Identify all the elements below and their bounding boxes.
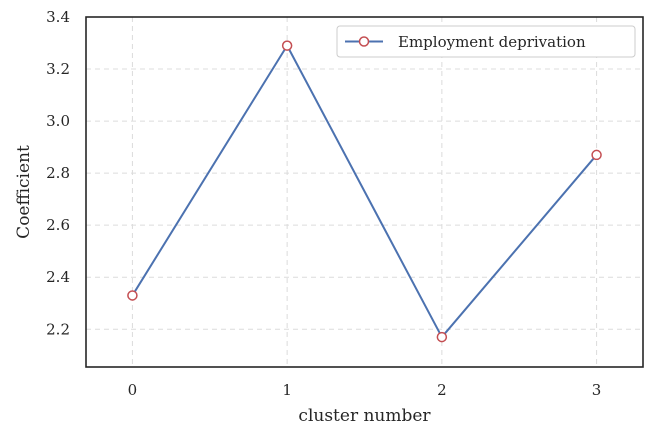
legend-entry-employment-deprivation: Employment deprivation xyxy=(398,33,586,51)
legend-marker-swatch xyxy=(358,36,370,47)
x-tick-label: 1 xyxy=(282,381,292,399)
y-tick-label: 2.8 xyxy=(46,164,70,182)
data-point xyxy=(281,40,293,51)
data-point xyxy=(591,149,602,161)
y-axis-label: Coefficient xyxy=(14,145,34,239)
vertical-gridlines xyxy=(131,17,598,367)
x-tick-label: 0 xyxy=(128,381,138,399)
y-tick-label: 3.0 xyxy=(46,112,70,130)
data-point xyxy=(436,331,448,343)
data-point xyxy=(127,290,138,301)
legend: Employment deprivation xyxy=(336,25,636,58)
legend-box xyxy=(336,25,636,58)
y-tick-labels: 2.2 2.4 2.6 2.8 3.0 3.2 3.4 xyxy=(46,8,70,338)
y-tick-label: 3.2 xyxy=(46,60,70,78)
plot-frame xyxy=(85,16,644,368)
x-axis-label: cluster number xyxy=(298,406,431,426)
y-tick-label: 2.4 xyxy=(46,268,70,286)
series-layer xyxy=(127,40,602,343)
x-tick-labels: 0 1 2 3 xyxy=(128,381,602,399)
x-tick-label: 3 xyxy=(592,381,602,399)
series-line xyxy=(131,44,598,339)
y-tick-label: 2.6 xyxy=(46,216,70,234)
y-tick-label: 2.2 xyxy=(46,320,70,338)
x-tick-label: 2 xyxy=(437,381,447,399)
y-tick-label: 3.4 xyxy=(46,8,70,26)
